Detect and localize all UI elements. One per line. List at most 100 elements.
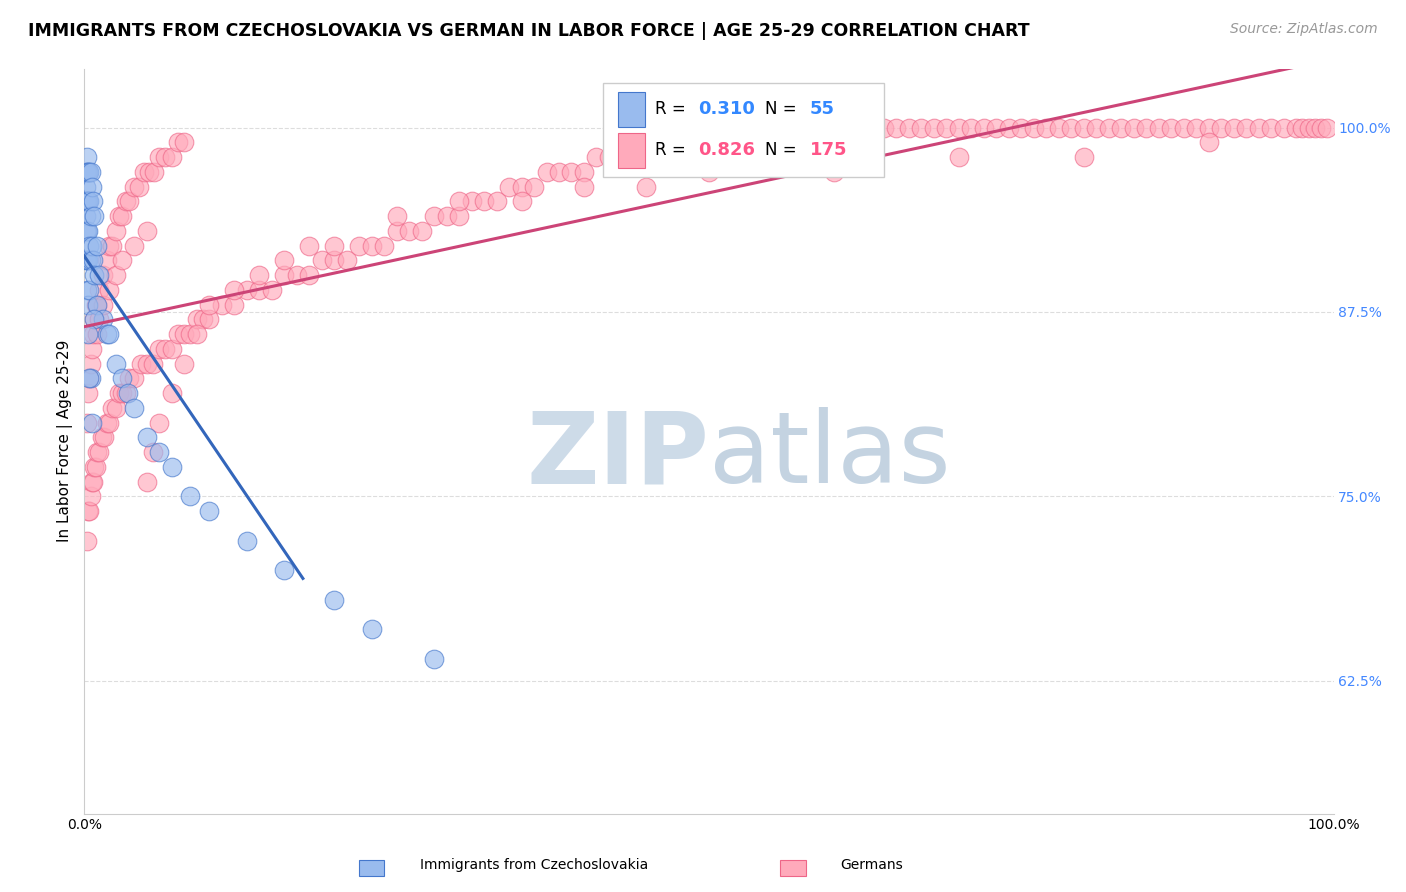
Point <box>536 165 558 179</box>
Point <box>128 179 150 194</box>
Point <box>247 268 270 282</box>
Point <box>598 150 620 164</box>
Point <box>1098 120 1121 135</box>
Point <box>960 120 983 135</box>
Point <box>948 150 970 164</box>
Point <box>710 120 733 135</box>
Point <box>75 253 97 268</box>
Point <box>143 165 166 179</box>
Point <box>104 268 127 282</box>
Point <box>91 297 114 311</box>
Point <box>1209 120 1232 135</box>
Point <box>100 238 122 252</box>
Point <box>82 194 104 209</box>
Point <box>80 342 103 356</box>
Point <box>1022 120 1045 135</box>
Point <box>311 253 333 268</box>
Point <box>75 224 97 238</box>
Point <box>179 489 201 503</box>
Point <box>935 120 957 135</box>
Point <box>79 371 101 385</box>
Bar <box>617 133 645 169</box>
Point <box>860 120 883 135</box>
Point <box>77 327 100 342</box>
Point <box>135 475 157 489</box>
Point <box>347 238 370 252</box>
Point <box>86 445 108 459</box>
Point <box>84 459 107 474</box>
Text: 55: 55 <box>810 101 835 119</box>
Point <box>1260 120 1282 135</box>
Point <box>1135 120 1157 135</box>
Point <box>80 416 103 430</box>
Point <box>76 150 98 164</box>
Point <box>572 165 595 179</box>
Bar <box>617 92 645 128</box>
Point <box>75 194 97 209</box>
Point <box>108 386 131 401</box>
Text: ZIP: ZIP <box>526 408 709 505</box>
Point <box>810 120 832 135</box>
Point <box>1185 120 1208 135</box>
Point <box>82 253 104 268</box>
Point <box>77 165 100 179</box>
Point <box>76 283 98 297</box>
Point <box>138 165 160 179</box>
Point <box>118 194 141 209</box>
Point <box>873 120 896 135</box>
Point <box>323 253 346 268</box>
Point <box>1247 120 1270 135</box>
Point <box>260 283 283 297</box>
Point <box>1234 120 1257 135</box>
Y-axis label: In Labor Force | Age 25-29: In Labor Force | Age 25-29 <box>58 340 73 542</box>
Point <box>186 312 208 326</box>
Point <box>79 165 101 179</box>
Point <box>111 371 134 385</box>
Point <box>785 120 807 135</box>
Point <box>560 165 582 179</box>
Point <box>93 430 115 444</box>
Point <box>1272 120 1295 135</box>
Point <box>129 357 152 371</box>
Point <box>273 563 295 577</box>
Point <box>247 283 270 297</box>
Point <box>997 120 1019 135</box>
Point <box>77 224 100 238</box>
Point <box>748 120 770 135</box>
Point <box>83 268 105 282</box>
Point <box>83 209 105 223</box>
Point <box>1047 120 1070 135</box>
Point <box>76 253 98 268</box>
Point <box>648 136 671 150</box>
Point <box>672 136 695 150</box>
Point <box>114 194 136 209</box>
Point <box>697 120 720 135</box>
Text: N =: N = <box>765 142 801 160</box>
Point <box>285 268 308 282</box>
Point <box>761 120 783 135</box>
Point <box>173 136 195 150</box>
Point <box>122 179 145 194</box>
Point <box>735 120 758 135</box>
Text: atlas: atlas <box>709 408 950 505</box>
Point <box>447 209 470 223</box>
Point <box>98 416 121 430</box>
Point <box>1291 120 1313 135</box>
Point <box>273 268 295 282</box>
Point <box>86 238 108 252</box>
Point <box>134 165 156 179</box>
Point <box>80 475 103 489</box>
Point <box>1298 120 1320 135</box>
Point <box>623 150 645 164</box>
Point <box>323 238 346 252</box>
Point <box>135 357 157 371</box>
Point <box>360 622 382 636</box>
Point <box>90 430 112 444</box>
Point <box>1073 150 1095 164</box>
Point <box>100 401 122 415</box>
Point <box>661 136 683 150</box>
Point <box>83 312 105 326</box>
Point <box>82 475 104 489</box>
Point <box>83 312 105 326</box>
Point <box>460 194 482 209</box>
